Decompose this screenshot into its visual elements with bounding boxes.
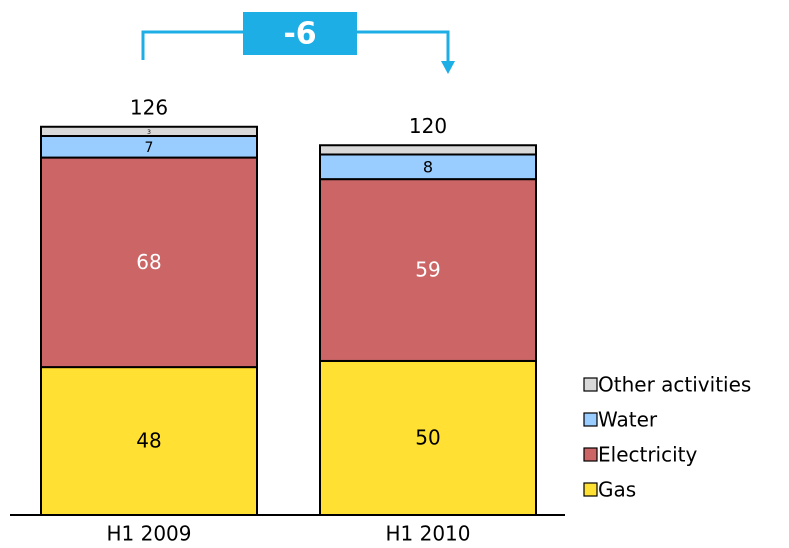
legend-swatch [583, 412, 598, 427]
legend-swatch [583, 377, 598, 392]
annotation-box [243, 12, 357, 55]
legend-label: Electricity [598, 443, 698, 467]
legend-label: Other activities [598, 373, 751, 397]
segment-label: 68 [136, 250, 161, 274]
x-tick-label: H1 2009 [106, 522, 191, 546]
segment-label: 7 [145, 140, 154, 156]
segment-label: 59 [415, 258, 440, 282]
legend-label: Water [598, 408, 658, 432]
legend-swatch [583, 447, 598, 462]
total-label: 126 [130, 95, 168, 119]
bar-segment [319, 144, 537, 156]
segment-label: 3 [147, 129, 151, 136]
legend-label: Gas [598, 478, 636, 502]
bar-segment [319, 359, 537, 516]
bracket-arrow [441, 61, 455, 74]
bar-segment [319, 153, 537, 181]
difference-bracket: -6 [141, 12, 455, 74]
bar-segment [40, 366, 258, 516]
total-label: 120 [409, 114, 447, 138]
segment-label: 8 [423, 157, 433, 176]
segment-label: 48 [136, 429, 161, 453]
legend-swatch [583, 482, 598, 497]
annotation-label: -6 [283, 17, 316, 52]
bar-segment [40, 156, 258, 369]
x-tick-label: H1 2010 [385, 522, 470, 546]
segment-label: 50 [415, 425, 440, 449]
bar-segment [40, 125, 258, 138]
bar-segment [319, 178, 537, 362]
